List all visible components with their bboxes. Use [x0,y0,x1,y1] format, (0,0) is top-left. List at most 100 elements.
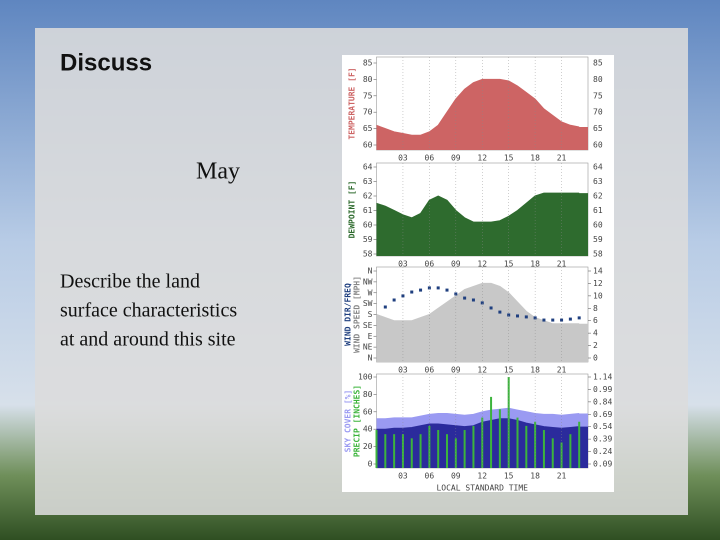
y-tick-label: NW [363,277,373,286]
wind-dot [427,286,431,290]
area-line [376,78,580,136]
y2-tick-label: 0.24 [593,447,612,456]
precip-bar [454,438,457,468]
x-tick-label: 03 [398,154,408,163]
x-tick-label: 18 [530,154,540,163]
x-tick-label: 21 [557,260,567,269]
y2-tick-label: 8 [593,304,598,313]
y-tick-label: 60 [363,407,373,416]
x-tick-label: 12 [477,472,487,481]
x-tick-label: 18 [530,366,540,375]
y-axis-label: TEMPERATURE [F] [348,67,357,139]
y-tick-label: N [368,354,373,363]
body-line: Describe the land [60,271,200,293]
y-tick-label: 63 [363,177,373,186]
precip-bar [446,434,448,468]
y-tick-label: 62 [363,192,373,201]
x-tick-label: 12 [477,260,487,269]
wind-dot [507,313,511,317]
precip-bar [393,434,396,468]
y-tick-label: 80 [363,75,373,84]
precip-bar [578,421,581,468]
y2-tick-label: 0.99 [593,385,612,394]
y-axis-label: WIND DIR/FREQ [344,283,353,346]
y2-tick-label: 6 [593,316,598,325]
y-tick-label: 60 [363,141,373,150]
wind-dot [516,314,519,318]
x-tick-label: 09 [451,154,461,163]
precip-bar [481,417,484,468]
y-tick-label-right: 85 [593,59,603,68]
precip-bar [569,434,572,468]
y-tick-label-right: 62 [593,192,603,201]
area-line [376,418,580,430]
y2-tick-label: 12 [593,279,603,288]
y-tick-label-right: 80 [593,75,603,84]
slide-subtitle: May [196,159,240,185]
x-tick-label: 15 [504,366,514,375]
precip-bar [516,417,519,468]
precip-bar [490,396,493,468]
wind-dot [498,310,502,314]
body-line: at and around this site [60,329,236,351]
x-tick-label: 12 [477,154,487,163]
x-tick-label: 18 [530,260,540,269]
x-tick-label: 21 [557,154,567,163]
wind-dot [410,290,414,294]
x-tick-label: 06 [425,472,435,481]
y-tick-label: 80 [363,390,373,399]
y-tick-label: 58 [363,250,373,259]
area-line [376,407,580,420]
y2-tick-label: 0.09 [593,460,612,469]
y-tick-label: 100 [358,373,373,382]
precip-bar [525,425,528,468]
y-tick-label-right: 61 [593,206,603,215]
y2-axis-label: WIND SPEED [MPH] [353,276,362,353]
x-tick-label: 15 [504,260,514,269]
y-tick-label-right: 64 [593,163,603,172]
x-tick-label: 03 [398,472,408,481]
y-tick-label: 65 [363,124,373,133]
precip-bar [534,421,537,468]
y-tick-label-right: 63 [593,177,603,186]
y-tick-label: SE [363,321,373,330]
y-axis-label: SKY COVER [%] [344,390,353,453]
wind-dot [577,316,581,320]
y-tick-label-right: 70 [593,108,603,117]
x-tick-label: 21 [557,472,567,481]
area-line [376,192,580,223]
y2-tick-label: 0.84 [593,397,612,406]
y-tick-label: NE [363,343,373,352]
y-tick-label-right: 58 [593,250,603,259]
x-tick-label: 09 [451,260,461,269]
y-tick-label: W [368,288,373,297]
y2-tick-label: 0.39 [593,435,612,444]
x-tick-label: 18 [530,472,540,481]
y2-tick-label: 0.54 [593,422,612,431]
precip-bar [419,434,422,468]
wind-dot [471,298,475,302]
precip-bar [410,438,413,468]
x-axis-label: LOCAL STANDARD TIME [436,484,528,493]
y-tick-label: 40 [363,425,373,434]
y-tick-label: 60 [363,221,373,230]
x-tick-label: 15 [504,154,514,163]
wind-dot [454,292,458,296]
x-tick-label: 06 [425,260,435,269]
wind-dot [568,317,572,321]
x-tick-label: 06 [425,366,435,375]
y-tick-label: 0 [368,460,373,469]
precip-bar [401,434,404,468]
wind-dot [419,288,423,292]
y-tick-label: 70 [363,108,373,117]
wind-dot [533,316,537,320]
wind-dot [463,296,467,300]
x-tick-label: 06 [425,154,435,163]
wind-dot [560,318,564,322]
y2-tick-label: 0 [593,354,598,363]
x-tick-label: 09 [451,472,461,481]
y-tick-label: 64 [363,163,373,172]
wind-dot [392,298,396,302]
